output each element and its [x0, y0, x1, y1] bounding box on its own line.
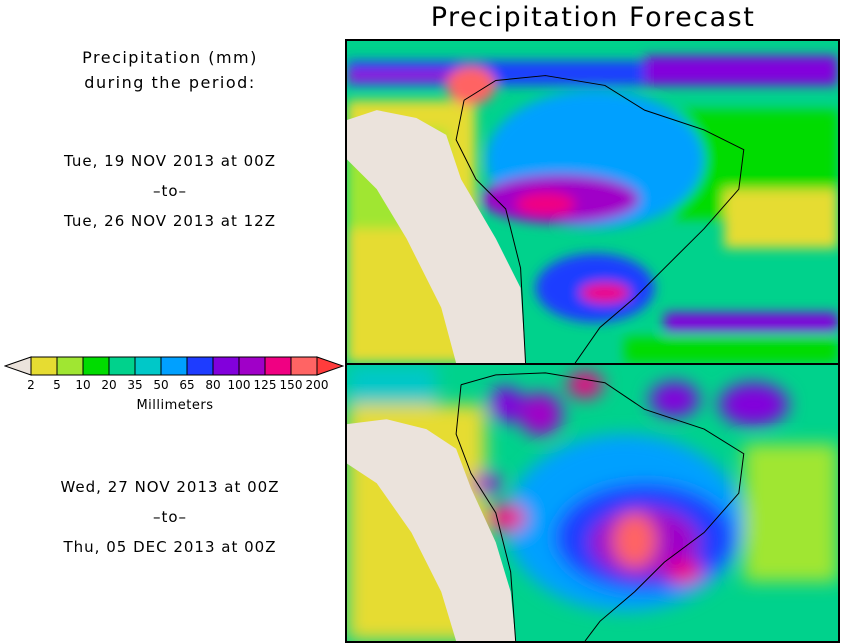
chart-title: Precipitation Forecast: [430, 2, 756, 33]
colorbar-tick-label: 80: [205, 378, 221, 392]
period1-end: Tue, 26 NOV 2013 at 12Z: [64, 212, 276, 230]
colorbar-units-label: Millimeters: [136, 398, 214, 413]
colorbar-tick-label: 5: [53, 378, 61, 392]
colorbar-segment: [134, 356, 162, 376]
colorbar-segment: [160, 356, 188, 376]
colorbar-tick-label: 150: [279, 378, 303, 392]
colorbar-tick-label: 100: [227, 378, 251, 392]
colorbar-segment: [30, 356, 58, 376]
colorbar-segment: [56, 356, 84, 376]
colorbar-under-arrow: [4, 356, 32, 376]
colorbar-segment: [82, 356, 110, 376]
map-panel-period2: [345, 363, 840, 643]
colorbar-segment: [238, 356, 266, 376]
colorbar-tick-label: 125: [253, 378, 277, 392]
period1-start: Tue, 19 NOV 2013 at 00Z: [64, 152, 276, 170]
colorbar-segment: [290, 356, 318, 376]
colorbar-segment: [186, 356, 214, 376]
colorbar-over-arrow: [316, 356, 344, 376]
colorbar-tick-label: 50: [153, 378, 169, 392]
colorbar-tick-label: 2: [27, 378, 35, 392]
period1-separator: –to–: [152, 182, 188, 200]
colorbar-segment: [108, 356, 136, 376]
colorbar: [4, 356, 344, 376]
legend-heading-line2: during the period:: [84, 73, 256, 92]
colorbar-tick-label: 35: [127, 378, 143, 392]
colorbar-segment: [264, 356, 292, 376]
period2-end: Thu, 05 DEC 2013 at 00Z: [63, 538, 277, 556]
colorbar-segment: [212, 356, 240, 376]
period2-start: Wed, 27 NOV 2013 at 00Z: [60, 478, 280, 496]
colorbar-tick-label: 20: [101, 378, 117, 392]
colorbar-tick-label: 65: [179, 378, 195, 392]
map-panel-period1: [345, 39, 840, 365]
colorbar-tick-label: 200: [305, 378, 329, 392]
colorbar-tick-label: 10: [75, 378, 91, 392]
legend-heading-line1: Precipitation (mm): [82, 48, 258, 67]
period2-separator: –to–: [152, 508, 188, 526]
